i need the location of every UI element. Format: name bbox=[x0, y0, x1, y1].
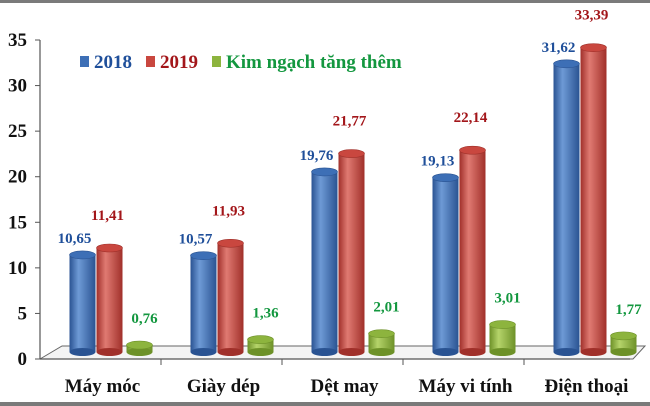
y-tick-label: 25 bbox=[8, 121, 27, 142]
data-label: 31,62 bbox=[542, 40, 576, 56]
bar-base bbox=[96, 348, 123, 356]
bar-2019-Máy móc bbox=[96, 248, 123, 352]
legend-swatch bbox=[146, 56, 155, 67]
bar-base bbox=[580, 348, 607, 356]
bar-base bbox=[247, 348, 274, 356]
bar-top bbox=[368, 329, 395, 338]
bar-base bbox=[432, 348, 459, 356]
legend-label: Kim ngạch tăng thêm bbox=[226, 52, 402, 73]
bar-base bbox=[217, 348, 244, 356]
data-label: 11,41 bbox=[91, 208, 124, 224]
bar-top bbox=[69, 250, 96, 260]
data-label: 1,36 bbox=[252, 306, 279, 322]
x-tick-label: Giày dép bbox=[187, 376, 260, 397]
y-tick-label: 15 bbox=[8, 212, 27, 233]
bar-2018-Máy vi tính bbox=[432, 177, 459, 352]
bar-top bbox=[247, 335, 274, 344]
data-label: 33,39 bbox=[575, 8, 609, 24]
bar-top bbox=[610, 331, 637, 341]
bar-top bbox=[126, 340, 153, 350]
bar-base bbox=[338, 348, 365, 356]
bar-base bbox=[610, 348, 637, 356]
bar-top bbox=[217, 238, 244, 248]
bar-2019-Máy vi tính bbox=[459, 150, 486, 352]
bar-base bbox=[489, 348, 516, 356]
y-tick-label: 5 bbox=[18, 303, 28, 324]
bar-top bbox=[96, 243, 123, 253]
bar-top bbox=[311, 167, 338, 177]
bar-Kim ngạch tăng thêm-Máy vi tính bbox=[489, 324, 516, 352]
data-label: 3,01 bbox=[494, 291, 520, 307]
bar-2018-Điện thoại bbox=[553, 63, 580, 353]
bar-2018-Máy móc bbox=[69, 254, 96, 352]
frame-top-border bbox=[0, 0, 650, 3]
legend: 2018 2019 Kim ngạch tăng thêm bbox=[80, 52, 402, 73]
y-tick-label: 10 bbox=[8, 258, 27, 279]
data-label: 21,77 bbox=[333, 114, 367, 130]
bar-base bbox=[69, 348, 96, 356]
data-label: 19,13 bbox=[421, 154, 455, 170]
data-label: 10,65 bbox=[58, 231, 92, 247]
bar-top bbox=[459, 145, 486, 155]
legend-label: 2018 bbox=[94, 52, 132, 73]
bar-top bbox=[432, 173, 459, 182]
bar-Kim ngạch tăng thêm-Điện thoại bbox=[610, 335, 637, 352]
bar-2019-Giày dép bbox=[217, 243, 244, 352]
bar-top bbox=[190, 251, 217, 260]
x-tick-label: Dệt may bbox=[310, 376, 379, 397]
data-label: 11,93 bbox=[212, 203, 245, 219]
data-label: 10,57 bbox=[179, 232, 213, 248]
y-tick-label: 35 bbox=[8, 30, 27, 51]
legend-swatch bbox=[212, 56, 221, 67]
data-label: 1,77 bbox=[615, 302, 642, 318]
data-label: 22,14 bbox=[454, 110, 488, 126]
bar-2019-Dệt may bbox=[338, 153, 365, 352]
bar-top bbox=[489, 320, 516, 329]
legend-label: 2019 bbox=[160, 52, 198, 73]
bar-2018-Giày dép bbox=[190, 255, 217, 352]
bar-base bbox=[311, 348, 338, 356]
data-labels: 10,65 11,41 0,76 10,57 11,93 1,36 19,76 21,77 2,… bbox=[58, 8, 643, 327]
y-tick-label: 30 bbox=[8, 76, 27, 97]
bar-base bbox=[459, 348, 486, 356]
x-tick-label: Máy vi tính bbox=[419, 376, 513, 397]
x-tick-label: Điện thoại bbox=[545, 376, 629, 397]
bar-base bbox=[553, 348, 580, 356]
data-label: 0,76 bbox=[131, 311, 158, 327]
bar-base bbox=[190, 348, 217, 356]
bars bbox=[69, 43, 637, 356]
data-label: 2,01 bbox=[373, 300, 399, 316]
bar-2018-Dệt may bbox=[311, 171, 338, 352]
x-tick-label: Máy móc bbox=[65, 376, 140, 397]
y-tick-label: 0 bbox=[18, 349, 28, 370]
y-tick-label: 20 bbox=[8, 167, 27, 188]
bar-Kim ngạch tăng thêm-Dệt may bbox=[368, 333, 395, 352]
bar-base bbox=[126, 348, 153, 356]
bar-top bbox=[338, 149, 365, 158]
data-label: 19,76 bbox=[300, 148, 334, 164]
legend-swatch bbox=[80, 56, 89, 67]
bar-2019-Điện thoại bbox=[580, 47, 607, 352]
bar-top bbox=[553, 59, 580, 69]
bar-top bbox=[580, 43, 607, 52]
bar-base bbox=[368, 348, 395, 356]
frame-bottom-border bbox=[0, 402, 650, 406]
